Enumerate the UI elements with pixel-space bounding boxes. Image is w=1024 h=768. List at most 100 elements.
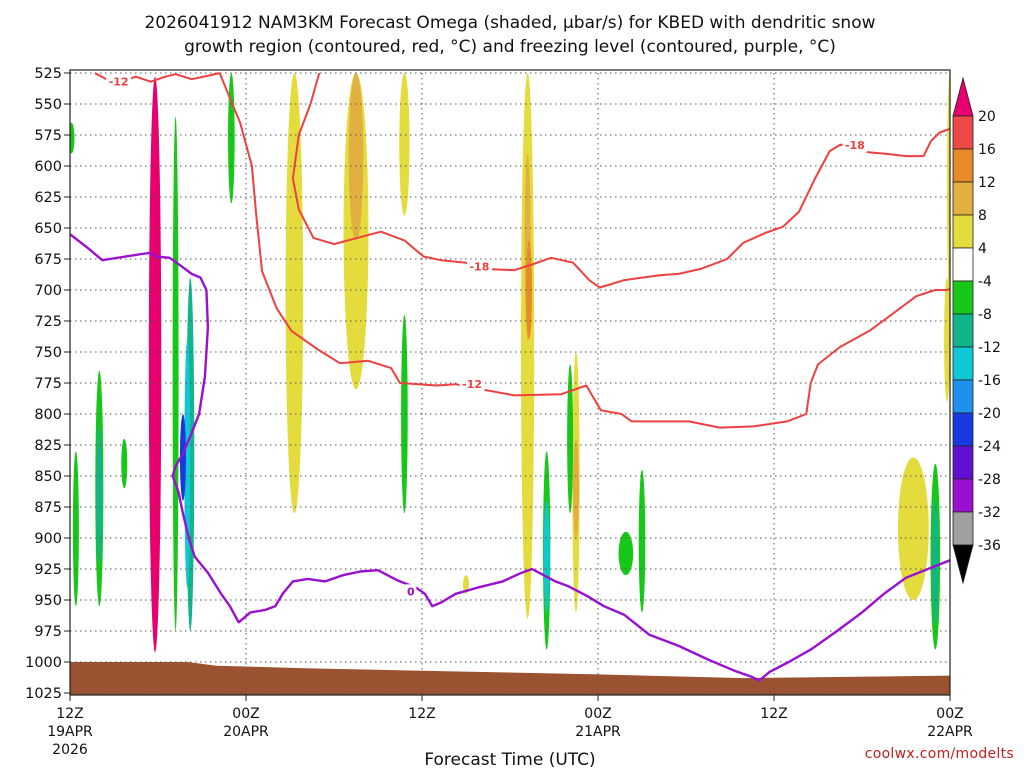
terrain-below-surface	[70, 662, 950, 695]
colorbar-bin-9	[952, 379, 974, 414]
omega-descent-a-core	[96, 426, 103, 563]
omega-upper-ascent-c	[399, 73, 410, 216]
colorbar-label-5: -4	[978, 274, 992, 290]
colorbar-label-6: -8	[978, 307, 992, 323]
colorbar-label-4: 4	[978, 241, 987, 257]
contour-minus-18-left	[291, 72, 467, 264]
temperature-contours: -12 -12 -18 -18 0	[70, 72, 950, 682]
colorbar-bin-8	[952, 346, 974, 381]
x-axis-label: Forecast Time (UTC)	[424, 750, 595, 768]
omega-low-ascent-h	[944, 277, 950, 402]
colorbar-bin-5	[952, 247, 974, 282]
omega-upper-weak-ascent-a	[285, 73, 304, 514]
colorbar-label-12: -32	[978, 505, 1001, 521]
colorbar-label-9: -20	[978, 406, 1001, 422]
y-tick-label-675: 675	[34, 252, 62, 268]
omega-descent-h	[567, 364, 574, 514]
omega-low-ascent-g	[897, 457, 929, 600]
contour-minus-12-isotherm	[218, 72, 950, 429]
contour-label-minus-18-isotherm: -18	[469, 260, 489, 273]
omega-low-ascent-f	[463, 575, 469, 594]
omega-descent-left-edge-low	[72, 451, 79, 607]
colorbar-bottom-arrow	[952, 544, 974, 585]
colorbar-bin-2	[952, 148, 974, 183]
omega-descent-b	[121, 438, 128, 489]
y-tick-label-825: 825	[34, 438, 62, 454]
y-tick-label-775: 775	[34, 376, 62, 392]
colorbar-bin-10	[952, 412, 974, 447]
contour-label-minus-18-upper-right: -18	[845, 139, 865, 152]
y-tick-label-600: 600	[34, 159, 62, 175]
x-tick-date-36: 21APR	[575, 724, 621, 740]
credit-text[interactable]: coolwx.com/modelts	[865, 746, 1014, 762]
y-tick-label-1025: 1025	[25, 686, 62, 702]
omega-descent-i	[618, 531, 634, 576]
y-tick-label-900: 900	[34, 531, 62, 547]
omega-descent-e	[228, 73, 235, 204]
y-tick-label-525: 525	[34, 66, 62, 82]
ground-layer	[70, 662, 950, 695]
colorbar-bin-12	[952, 478, 974, 513]
omega-low-ascent-e-core	[573, 438, 579, 538]
y-tick-label-725: 725	[34, 314, 62, 330]
x-tick-time-48: 12Z	[760, 706, 787, 722]
omega-descent-k-core	[932, 500, 939, 625]
omega-descent-left-edge-upper	[70, 122, 75, 154]
y-tick-label-975: 975	[34, 624, 62, 640]
x-tick-date-60: 22APR	[927, 724, 973, 740]
title-line-1: 2026041912 NAM3KM Forecast Omega (shaded…	[144, 13, 875, 33]
colorbar-label-3: 8	[978, 208, 987, 224]
y-tick-label-700: 700	[34, 283, 62, 299]
colorbar-bin-13	[952, 511, 974, 546]
plot-area: -12 -12 -18 -18 0	[70, 70, 950, 695]
omega-descent-d-peak	[179, 414, 186, 501]
y-tick-label-650: 650	[34, 221, 62, 237]
time-axis: 12Z 19APR 2026 00Z 20APR 12Z 00Z 21APR 12Z 00Z 22A…	[47, 695, 973, 758]
omega-shading	[70, 73, 950, 653]
colorbar-bin-3	[952, 181, 974, 216]
pressure-axis: 525 550 575 600 625 650 675 700 725 750 775 800 825 8…	[25, 66, 70, 702]
omega-descent-f	[401, 314, 408, 514]
colorbar-bin-6	[952, 280, 974, 315]
x-tick-time-0: 12Z	[56, 706, 83, 722]
y-tick-label-750: 750	[34, 345, 62, 361]
x-tick-date-12: 20APR	[223, 724, 269, 740]
colorbar-bin-7	[952, 313, 974, 348]
colorbar-label-13: -36	[978, 538, 1001, 554]
colorbar-bin-4	[952, 214, 974, 249]
omega-descent-g-core	[543, 500, 550, 613]
title-line-2: growth region (contoured, red, °C) and f…	[184, 37, 836, 57]
contour-label-bg-minus-18-upper-right	[842, 137, 868, 152]
y-tick-label-850: 850	[34, 469, 62, 485]
y-tick-label-925: 925	[34, 562, 62, 578]
contour-minus-18-isotherm	[465, 127, 950, 289]
colorbar-top-arrow	[952, 76, 974, 117]
omega-strong-ascent-core	[148, 76, 162, 653]
colorbar-label-1: 16	[978, 142, 996, 158]
colorbar-label-2: 12	[978, 175, 996, 191]
omega-descent-c	[172, 116, 179, 631]
y-tick-label-550: 550	[34, 97, 62, 113]
contour-label-bg-minus-12-upper	[106, 74, 132, 89]
contour-label-bg-zero-degree-line	[405, 584, 417, 599]
omega-descent-j	[638, 469, 646, 613]
x-tick-time-60: 00Z	[936, 706, 963, 722]
x-tick-time-12: 00Z	[232, 706, 259, 722]
contour-label-minus-12-upper: -12	[109, 76, 129, 89]
y-tick-label-800: 800	[34, 407, 62, 423]
omega-mid-ascent-d	[521, 73, 535, 619]
y-tick-label-625: 625	[34, 190, 62, 206]
y-tick-label-575: 575	[34, 128, 62, 144]
colorbar-bin-1	[952, 115, 974, 150]
contour-zero-degree-line	[70, 233, 950, 682]
omega-colorbar: 20 16 12 8 4 -4 -8 -12 -16 -20 -24 -28 -32 -36	[952, 76, 1001, 585]
x-tick-date-0: 19APR	[47, 724, 93, 740]
colorbar-bin-11	[952, 445, 974, 480]
y-tick-label-875: 875	[34, 500, 62, 516]
y-tick-label-950: 950	[34, 593, 62, 609]
colorbar-label-10: -24	[978, 439, 1001, 455]
contour-label-minus-12-isotherm: -12	[462, 378, 482, 391]
omega-upper-ascent-b-core	[348, 73, 364, 241]
colorbar-label-8: -16	[978, 373, 1001, 389]
